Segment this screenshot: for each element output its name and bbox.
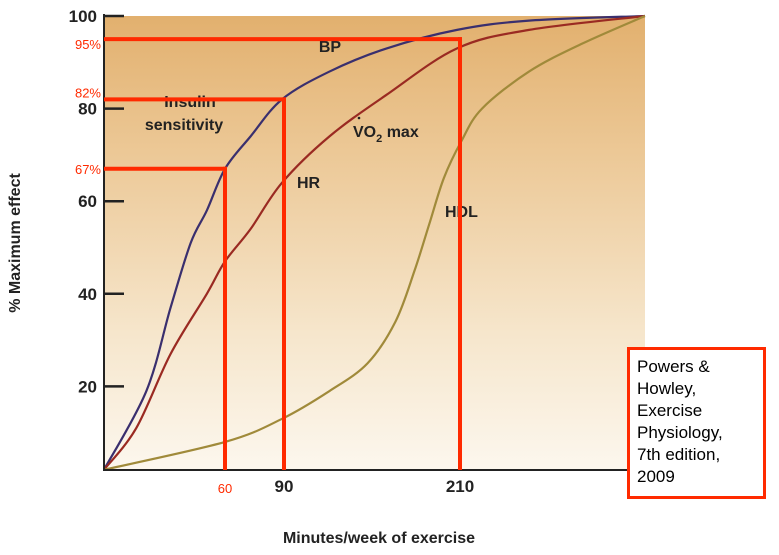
reference-x-label: 60 bbox=[218, 481, 232, 496]
plot-background bbox=[104, 16, 645, 470]
series-line-vo2max-hr bbox=[103, 14, 646, 471]
curve-label-insulin: Insulin bbox=[164, 94, 216, 111]
citation-box: Powers & Howley, Exercise Physiology, 7t… bbox=[627, 347, 766, 499]
curve-label-bp: BP bbox=[319, 39, 342, 56]
citation-line: 7th edition, bbox=[637, 445, 721, 464]
y-tick-label: 80 bbox=[78, 100, 97, 119]
citation-line: Physiology, bbox=[637, 423, 723, 442]
y-tick-label: 40 bbox=[78, 285, 97, 304]
reference-y-label: 67% bbox=[75, 162, 101, 177]
y-tick-label: 20 bbox=[78, 377, 97, 396]
citation-line: Howley, bbox=[637, 379, 697, 398]
x-axis-label: Minutes/week of exercise bbox=[283, 530, 475, 547]
y-axis-label: % Maximum effect bbox=[7, 173, 24, 313]
reference-y-label: 95% bbox=[75, 37, 101, 52]
y-tick-label: 100 bbox=[69, 7, 97, 26]
curve-label-insulin: sensitivity bbox=[145, 117, 223, 134]
curve-label-vo2max: VO2 max bbox=[353, 124, 419, 145]
x-tick-label: 210 bbox=[446, 477, 474, 496]
curve-label-hr: HR bbox=[297, 175, 321, 192]
citation-line: Exercise bbox=[637, 401, 703, 420]
reference-y-label: 82% bbox=[75, 85, 101, 100]
citation-line: Powers & bbox=[637, 357, 710, 376]
series-line-hdl bbox=[103, 14, 646, 471]
citation-line: 2009 bbox=[637, 467, 675, 486]
x-tick-label: 90 bbox=[275, 477, 294, 496]
vo2-dot bbox=[357, 116, 361, 120]
series-line-bp bbox=[103, 14, 646, 471]
y-tick-label: 60 bbox=[78, 192, 97, 211]
